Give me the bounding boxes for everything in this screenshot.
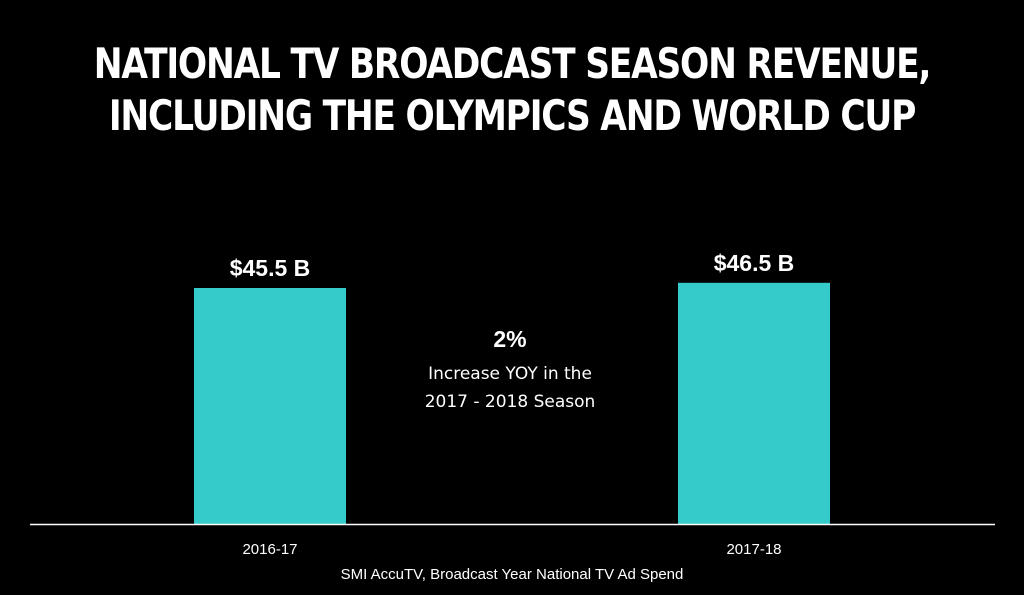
data-label-2016-17: $45.5 B [230, 255, 311, 281]
source-note: SMI AccuTV, Broadcast Year National TV A… [340, 566, 684, 583]
x-tick-label-2017-18: 2017-18 [726, 541, 781, 558]
chart-title: NATIONAL TV BROADCAST SEASON REVENUE, IN… [92, 38, 932, 142]
data-label-2017-18: $46.5 B [714, 250, 795, 276]
yoy-callout-line-2: 2017 - 2018 Season [424, 392, 596, 412]
chart-title-line-2: INCLUDING THE OLYMPICS AND WORLD CUP [108, 91, 917, 140]
yoy-callout-line-1: Increase YOY in the [428, 364, 592, 384]
yoy-callout-value: 2% [493, 326, 527, 352]
x-tick-label-2016-17: 2016-17 [242, 541, 297, 558]
chart-title-line-1: NATIONAL TV BROADCAST SEASON REVENUE, [93, 39, 932, 88]
yoy-callout: 2% Increase YOY in the 2017 - 2018 Seaso… [400, 322, 620, 416]
yoy-callout-text: Increase YOY in the 2017 - 2018 Season [400, 360, 620, 416]
bar-2017-18 [678, 282, 830, 524]
bar-2016-17 [194, 288, 346, 524]
